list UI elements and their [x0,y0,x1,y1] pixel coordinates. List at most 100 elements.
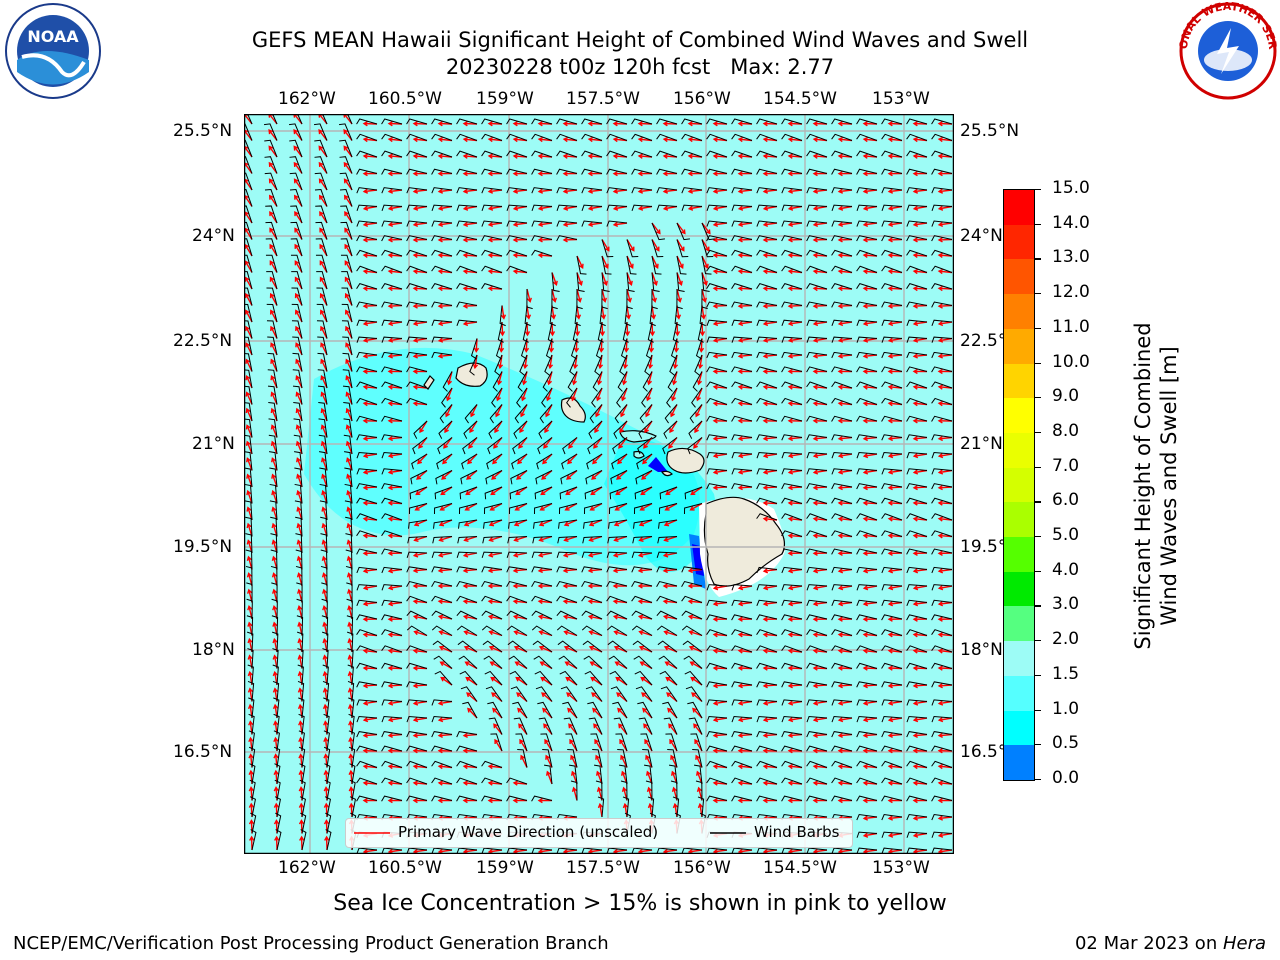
wave-direction-arrowhead [247,605,253,611]
wave-direction-arrow [245,293,253,306]
wave-direction-arrowhead [712,252,718,258]
wind-barb [244,189,253,207]
wave-direction-arrow [588,600,603,604]
wave-direction-arrow [320,326,328,339]
wave-direction-arrowhead [319,276,325,282]
wind-barb [563,717,578,735]
wave-direction-arrow [738,436,753,440]
wave-direction-arrow [939,469,953,474]
wave-direction-arrowhead [344,227,349,233]
wave-direction-arrow [676,288,681,302]
wave-direction-arrowhead [437,121,443,127]
wave-direction-arrowhead [937,153,943,159]
wave-direction-arrow [539,205,553,210]
wave-direction-arrowhead [787,516,793,522]
wave-direction-arrow [388,354,403,358]
wind-barb [881,265,903,273]
wind-barb [781,415,803,422]
wind-barb [320,565,328,587]
wind-barb [481,265,503,273]
wind-barb [270,516,278,537]
wind-barb [431,235,453,242]
wave-direction-arrowhead [937,337,944,343]
wind-barb [315,238,328,257]
wind-barb [249,763,256,785]
wind-barb [266,303,278,323]
wind-barb [431,204,453,211]
wave-direction-arrowhead [387,188,394,194]
wind-barb [706,336,728,343]
wind-barb [931,468,953,475]
wind-barb [265,254,278,273]
wave-direction-arrowhead [887,665,893,671]
wave-direction-arrow [294,244,303,257]
wind-barb [348,713,355,735]
wave-direction-arrowhead [322,654,328,660]
wave-direction-arrowhead [512,567,518,574]
wave-direction-arrow [469,420,478,433]
wave-direction-arrowhead [837,585,844,591]
wind-barb [756,249,778,257]
wave-direction-arrow [275,803,278,818]
wave-direction-arrowhead [703,263,709,269]
wave-direction-arrowhead [887,337,894,343]
wave-direction-arrow [764,222,778,226]
wave-direction-arrow [665,502,678,511]
wind-barb [622,321,629,343]
wave-direction-arrow [764,469,778,474]
wave-direction-arrowhead [387,153,393,159]
wind-barb [581,566,603,573]
lat-tick-left: 18°N [192,640,235,660]
wave-direction-arrowhead [600,314,607,320]
wind-barb [535,686,553,702]
wave-direction-arrow [839,568,853,572]
wave-direction-arrowhead [273,769,279,775]
wave-direction-arrowhead [628,263,634,269]
wave-direction-arrowhead [621,786,628,792]
wave-direction-arrowhead [440,490,446,496]
wind-barb [356,795,378,802]
wave-direction-arrowhead [387,616,393,622]
wave-direction-arrow [839,222,853,226]
wave-direction-arrow [517,708,528,719]
wind-barb [556,595,578,603]
wave-direction-arrow [438,354,453,358]
wave-direction-arrowhead [737,632,743,638]
wind-barb [881,497,903,504]
wind-barb [300,829,307,851]
wave-direction-arrowhead [387,368,393,375]
wave-direction-arrow [692,708,703,719]
wave-direction-arrow [564,535,578,542]
wave-direction-arrow [813,684,828,687]
colorbar-tick-mark [1035,744,1041,746]
wind-barb [806,777,828,785]
wave-direction-arrow [245,359,253,372]
wave-direction-arrowhead [662,188,669,194]
wind-barb [856,662,878,669]
wave-direction-arrow [419,420,428,433]
wave-direction-arrowhead [937,832,944,838]
wave-direction-arrowhead [462,303,468,309]
wave-direction-arrow [864,321,878,325]
wave-direction-arrowhead [272,637,278,644]
wind-barb [294,467,303,488]
wind-barb [513,717,528,735]
wave-direction-arrow [643,723,653,735]
wind-barb [906,336,928,343]
wave-direction-arrow [913,386,928,389]
wind-barb [299,779,306,801]
wave-direction-arrowhead [512,780,518,786]
wind-barb [806,204,828,211]
wind-barb [481,150,503,158]
wave-direction-arrow [270,359,278,372]
wind-barb [781,681,803,688]
wind-barb [674,305,681,327]
wave-direction-arrowhead [348,736,354,743]
wave-direction-arrowhead [387,205,394,211]
wave-direction-arrowhead [613,645,620,651]
wave-direction-arrowhead [837,665,843,671]
wind-barb [313,123,328,141]
wave-direction-arrow [664,646,678,653]
wind-barb [456,795,478,802]
wind-barb [356,699,378,706]
